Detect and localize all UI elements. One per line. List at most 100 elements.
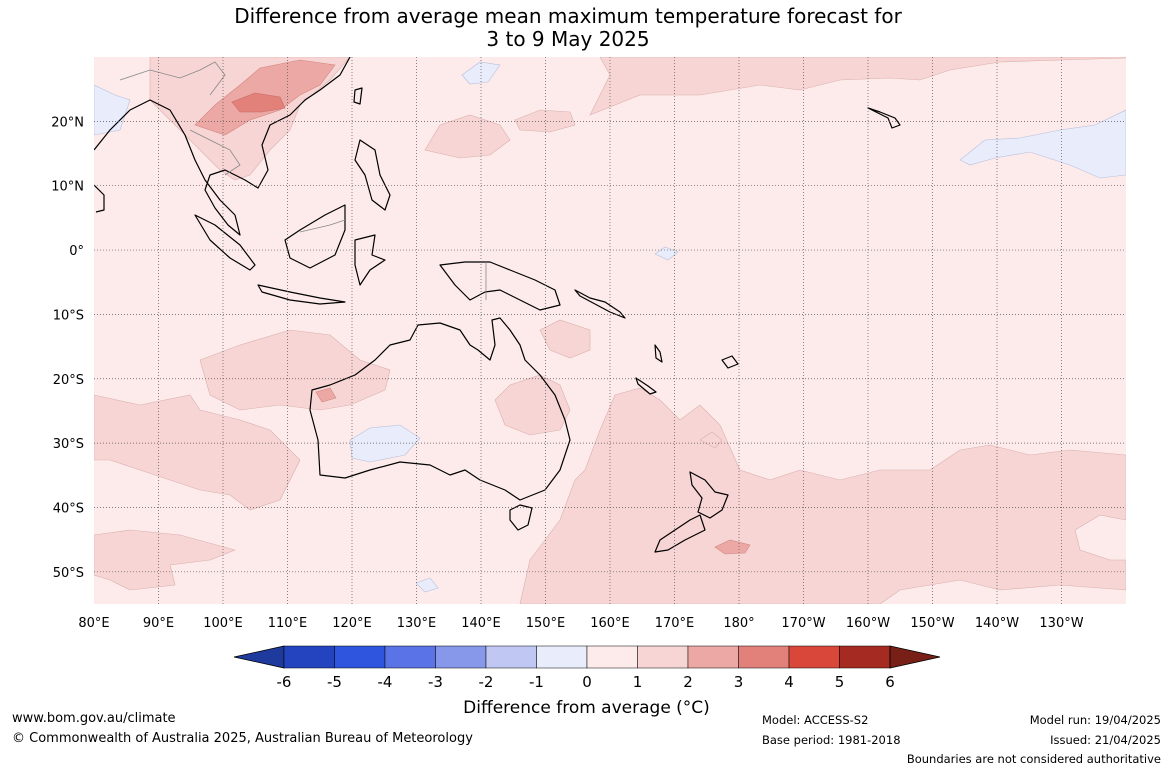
- coastline-taiwan: [353, 87, 363, 105]
- longitude-tick-label: 120°E: [332, 616, 372, 631]
- longitude-tick-label: 110°E: [268, 616, 308, 631]
- colorbar-swatch: [485, 645, 537, 669]
- coastline-sulawesi: [354, 234, 386, 286]
- longitude-tick-label: 160°E: [590, 616, 630, 631]
- coastline-mainland-asia: [94, 57, 351, 236]
- longitude-tick-label: 90°E: [143, 616, 174, 631]
- footer-url: www.bom.gov.au/climate: [12, 711, 176, 726]
- national-border: [119, 61, 226, 96]
- footer-copyright: © Commonwealth of Australia 2025, Austra…: [12, 731, 473, 746]
- map-figure: 80°E 90°E 100°E 110°E 120°E 130°E 140°E 150°E 16…: [51, 57, 1126, 691]
- colorbar-swatch: [435, 645, 487, 669]
- latitude-tick-label: 20°N: [51, 115, 84, 130]
- latitude-tick-label: 40°S: [53, 501, 84, 516]
- colorbar-swatch: [637, 645, 689, 669]
- colorbar-tick-label: 1: [633, 673, 643, 691]
- footer-disclaimer: Boundaries are not considered authoritat…: [906, 752, 1161, 766]
- anomaly-region-2-3: [315, 387, 337, 403]
- coastline-australia: [309, 317, 571, 501]
- colorbar-tick-label: -2: [479, 673, 494, 691]
- colorbar-tick-label: 6: [885, 673, 895, 691]
- anomaly-region-neg-0-1: [959, 109, 1126, 179]
- longitude-tick-label: 150°W: [910, 616, 954, 631]
- footer-issued: Issued: 21/04/2025: [1050, 733, 1161, 747]
- latitude-tick-labels: 20°N 10°N 0° 10°S 20°S 30°S 40°S 50°S: [51, 115, 84, 580]
- anomaly-region-3-4: [231, 92, 286, 113]
- colorbar-extend-max: [889, 645, 941, 669]
- anomaly-region-1-2: [699, 431, 723, 449]
- footer-base-period: Base period: 1981-2018: [762, 733, 901, 747]
- anomaly-region-1-2: [199, 329, 391, 411]
- latitude-tick-label: 50°S: [53, 566, 84, 581]
- latitude-tick-label: 10°S: [53, 308, 84, 323]
- colorbar-swatch: [283, 645, 335, 669]
- colorbar-swatch: [536, 645, 588, 669]
- anomaly-region-1-2: [424, 114, 511, 159]
- coastline-new-guinea: [439, 261, 561, 311]
- longitude-tick-label: 170°W: [781, 616, 825, 631]
- coastline-fiji: [721, 355, 739, 369]
- longitude-tick-label: 150°E: [526, 616, 566, 631]
- map-title-line-1: Difference from average mean maximum tem…: [234, 4, 902, 28]
- coastline-sri-lanka: [94, 184, 105, 213]
- coastlines: [94, 57, 901, 553]
- latitude-tick-label: 20°S: [53, 373, 84, 388]
- anomaly-region-1-2: [94, 529, 236, 591]
- colorbar-swatch: [334, 645, 386, 669]
- colorbar-swatch: [687, 645, 739, 669]
- longitude-tick-labels: 80°E 90°E 100°E 110°E 120°E 130°E 140°E 150°E 16…: [78, 616, 1083, 631]
- colorbar-swatch: [788, 645, 840, 669]
- footer-model: Model: ACCESS-S2: [762, 713, 869, 727]
- anomaly-shading: [94, 57, 1126, 604]
- coastline-hawaii: [867, 107, 901, 129]
- coastline-new-zealand-south: [654, 514, 706, 553]
- coastline-solomon-islands: [574, 289, 626, 319]
- graticule: [94, 57, 1126, 604]
- longitude-tick-label: 180°: [723, 616, 754, 631]
- longitude-tick-label: 160°W: [846, 616, 890, 631]
- footer-model-run: Model run: 19/04/2025: [1029, 713, 1161, 727]
- longitude-tick-label: 130°W: [1039, 616, 1083, 631]
- colorbar-tick-label: -5: [327, 673, 342, 691]
- colorbar-swatch: [738, 645, 790, 669]
- anomaly-region-2-3: [714, 539, 751, 555]
- colorbar-tick-label: 4: [784, 673, 794, 691]
- latitude-tick-label: 0°: [69, 244, 84, 259]
- latitude-tick-label: 10°N: [51, 180, 84, 195]
- longitude-tick-label: 140°E: [461, 616, 501, 631]
- borders: [119, 61, 487, 300]
- colorbar-tick-label: -3: [428, 673, 443, 691]
- coastline-philippines: [354, 139, 391, 211]
- coastline-new-caledonia: [635, 377, 657, 395]
- coastline-sumatra: [194, 214, 256, 271]
- colorbar-tick-label: 3: [734, 673, 744, 691]
- longitude-tick-label: 170°E: [655, 616, 695, 631]
- colorbar-swatch: [839, 645, 891, 669]
- anomaly-region-1-2: [539, 319, 591, 359]
- coastline-new-zealand-north: [689, 471, 729, 519]
- longitude-tick-label: 130°E: [397, 616, 437, 631]
- anomaly-region-1-2: [519, 387, 1126, 604]
- coastline-vanuatu: [654, 344, 663, 363]
- colorbar-tick-label: -4: [378, 673, 393, 691]
- anomaly-region-neg-0-1: [415, 577, 439, 593]
- coastline-tasmania: [509, 504, 533, 531]
- colorbar: [233, 645, 941, 669]
- longitude-tick-label: 140°W: [975, 616, 1019, 631]
- anomaly-region-neg-0-1: [654, 246, 679, 261]
- colorbar-tick-label: 0: [582, 673, 592, 691]
- anomaly-region-1-2: [589, 57, 1126, 116]
- colorbar-extend-min: [233, 645, 285, 669]
- colorbar-title: Difference from average (°C): [463, 698, 710, 718]
- longitude-tick-label: 100°E: [203, 616, 243, 631]
- colorbar-tick-label: 5: [835, 673, 845, 691]
- map-title-line-2: 3 to 9 May 2025: [486, 27, 650, 51]
- national-border: [299, 219, 346, 233]
- anomaly-region-neg-0-1: [349, 424, 421, 463]
- colorbar-swatch: [384, 645, 436, 669]
- colorbar-tick-label: 2: [683, 673, 693, 691]
- coastline-java: [257, 284, 346, 305]
- longitude-tick-label: 80°E: [78, 616, 109, 631]
- anomaly-region-1-2: [514, 109, 576, 133]
- anomaly-region-1-2: [94, 394, 301, 511]
